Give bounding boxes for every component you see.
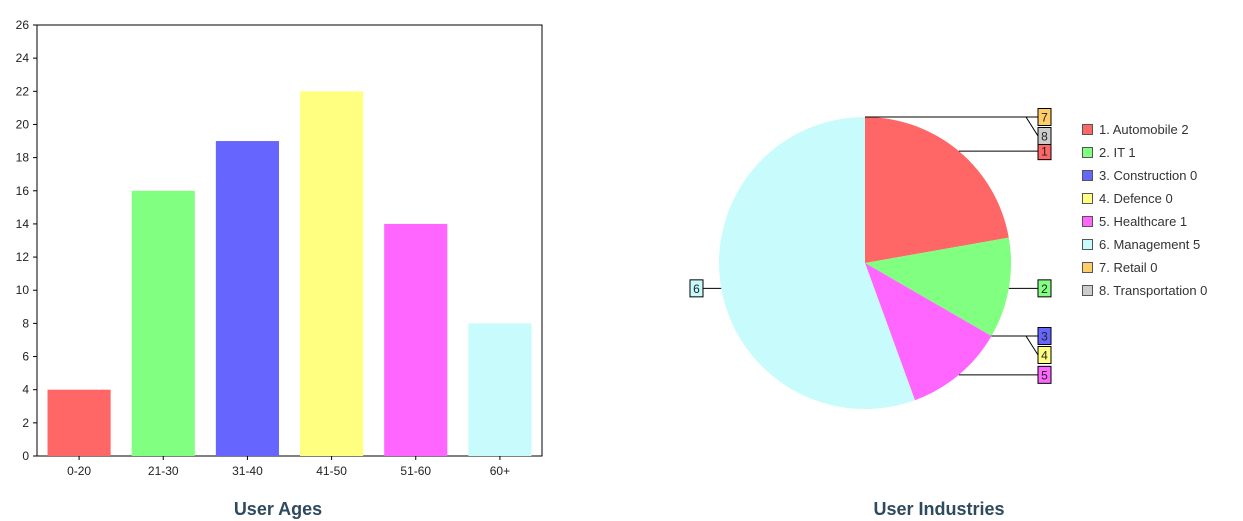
pie-label-index: 1	[1041, 145, 1048, 159]
bar-51-60	[384, 223, 448, 456]
y-tick-label: 26	[16, 18, 30, 32]
pie-legend: 1. Automobile 2 2. IT 1 3. Construction 0 4…	[1082, 118, 1207, 302]
pie-label-box	[1037, 346, 1052, 364]
y-tick-label: 0	[22, 449, 29, 463]
pie-slice-healthcare	[865, 263, 992, 401]
pie-label-box	[1037, 279, 1052, 298]
pie-slice-management	[719, 117, 915, 409]
y-tick-label: 20	[16, 117, 30, 131]
y-tick-label: 22	[16, 84, 30, 98]
pie-label-box	[689, 279, 704, 298]
legend-swatch	[1082, 216, 1093, 227]
pie-label-index: 5	[1041, 368, 1048, 382]
pie-label-index: 6	[693, 282, 700, 296]
x-tick-label: 0-20	[67, 464, 91, 478]
y-tick-label: 8	[22, 316, 29, 330]
pie-label-box	[1037, 327, 1052, 345]
bar-60+	[468, 323, 532, 456]
pie-label-index: 3	[1041, 330, 1048, 344]
bar-31-40	[215, 141, 279, 457]
y-tick-label: 16	[16, 184, 30, 198]
legend-label: 4. Defence 0	[1099, 191, 1173, 206]
pie-label-index: 7	[1041, 111, 1048, 125]
legend-swatch	[1082, 147, 1093, 158]
x-tick-label: 41-50	[316, 464, 347, 478]
legend-swatch	[1082, 285, 1093, 296]
pie-chart: 1 2 3 4 5 6 7 8	[689, 108, 1052, 409]
y-tick-label: 12	[16, 250, 30, 264]
pie-label-box	[1037, 108, 1052, 126]
legend-swatch	[1082, 239, 1093, 250]
legend-swatch	[1082, 193, 1093, 204]
legend-label: 6. Management 5	[1099, 237, 1201, 252]
legend-label: 3. Construction 0	[1099, 168, 1198, 183]
pie-label-box	[1037, 365, 1052, 384]
y-tick-label: 14	[16, 217, 30, 231]
pie-slice-automobile	[865, 117, 1009, 263]
legend-item: 7. Retail 0	[1082, 256, 1207, 279]
pie-leader-line	[865, 116, 1039, 137]
legend-item: 6. Management 5	[1082, 233, 1207, 256]
legend-label: 2. IT 1	[1099, 145, 1136, 160]
x-tick-label: 31-40	[232, 464, 263, 478]
pie-label-index: 4	[1041, 349, 1048, 363]
legend-item: 8. Transportation 0	[1082, 279, 1207, 302]
pie-chart-title: User Industries	[873, 499, 1005, 519]
y-tick-label: 2	[22, 416, 29, 430]
y-tick-label: 18	[16, 151, 30, 165]
legend-item: 1. Automobile 2	[1082, 118, 1207, 141]
pie-label-box	[1037, 127, 1052, 145]
legend-label: 5. Healthcare 1	[1099, 214, 1188, 229]
legend-swatch	[1082, 262, 1093, 273]
legend-item: 5. Healthcare 1	[1082, 210, 1207, 233]
plot-frame	[36, 24, 543, 457]
legend-item: 2. IT 1	[1082, 141, 1207, 164]
legend-swatch	[1082, 124, 1093, 135]
y-tick-label: 24	[16, 51, 30, 65]
y-tick-label: 4	[22, 383, 29, 397]
legend-label: 8. Transportation 0	[1099, 283, 1208, 298]
legend-item: 3. Construction 0	[1082, 164, 1207, 187]
bar-41-50	[300, 91, 364, 457]
legend-label: 1. Automobile 2	[1099, 122, 1189, 137]
legend-label: 7. Retail 0	[1099, 260, 1158, 275]
pie-label-index: 2	[1041, 282, 1048, 296]
pie-label-index: 8	[1041, 130, 1048, 144]
x-tick-label: 21-30	[148, 464, 179, 478]
x-tick-label: 60+	[490, 464, 510, 478]
bar-21-30	[131, 190, 195, 456]
x-tick-label: 51-60	[400, 464, 431, 478]
legend-swatch	[1082, 170, 1093, 181]
bar-0-20	[47, 389, 111, 456]
pie-leader-line	[991, 335, 1039, 356]
y-tick-label: 6	[22, 350, 29, 364]
pie-slice-it	[865, 237, 1011, 336]
y-tick-label: 10	[16, 283, 30, 297]
legend-item: 4. Defence 0	[1082, 187, 1207, 210]
bar-chart-title: User Ages	[233, 499, 323, 519]
